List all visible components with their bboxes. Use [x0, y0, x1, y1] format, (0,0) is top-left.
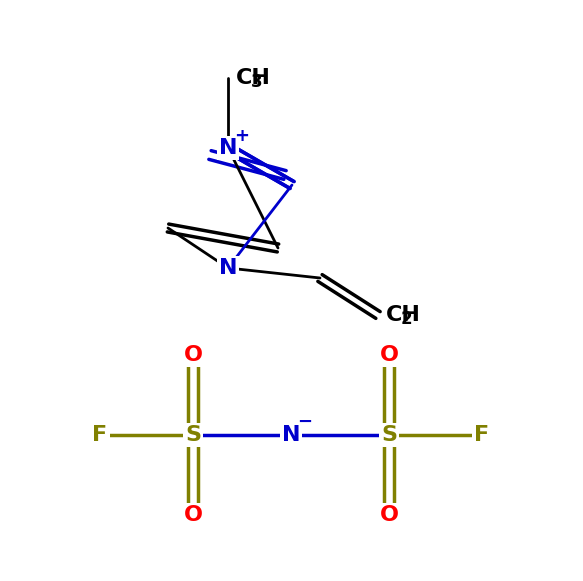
- Text: O: O: [380, 505, 399, 525]
- Text: N: N: [219, 138, 237, 158]
- Text: N: N: [219, 258, 237, 278]
- Text: O: O: [184, 505, 202, 525]
- Text: F: F: [93, 425, 107, 445]
- Text: 3: 3: [251, 73, 262, 91]
- Text: +: +: [234, 127, 250, 145]
- Text: CH: CH: [386, 305, 421, 325]
- Text: O: O: [380, 345, 399, 365]
- Text: 2: 2: [401, 310, 412, 328]
- Text: O: O: [184, 345, 202, 365]
- Text: N: N: [282, 425, 300, 445]
- Text: S: S: [185, 425, 201, 445]
- Text: −: −: [297, 413, 312, 431]
- Text: S: S: [381, 425, 397, 445]
- Text: CH: CH: [236, 68, 271, 88]
- Text: F: F: [475, 425, 490, 445]
